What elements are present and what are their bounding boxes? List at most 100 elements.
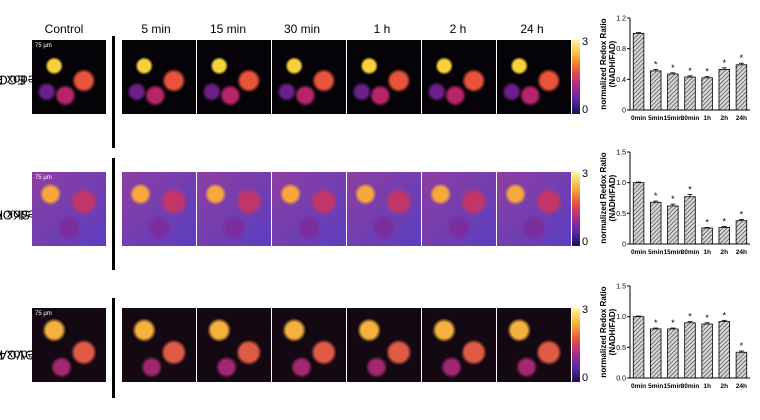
significance-marker: *	[688, 312, 692, 322]
scale-label: 75 µm	[35, 311, 52, 317]
x-tick-label: 24h	[736, 383, 747, 390]
scale-label: 75 µm	[35, 175, 52, 181]
y-axis-label: normalized Redox Ratio	[600, 18, 608, 109]
bar	[735, 64, 748, 111]
y-tick-label: 0.5	[616, 345, 626, 352]
significance-marker: *	[723, 217, 727, 227]
significance-marker: *	[740, 53, 744, 63]
row-label-ecc1: ECC1Redox Ratio	[0, 72, 44, 88]
significance-marker: *	[705, 313, 709, 323]
bar	[650, 201, 662, 245]
x-tick-label: 2h	[720, 249, 728, 256]
image-ovcar3-15min	[197, 308, 271, 382]
row-divider	[112, 36, 115, 148]
x-tick-label: 30min	[681, 115, 700, 122]
y-axis-label: normalized Redox Ratio	[600, 152, 608, 243]
significance-marker: *	[723, 310, 727, 320]
bar	[701, 323, 713, 379]
image-ovcar3-2h	[422, 308, 496, 382]
y-axis-label-unit: (NADH/FAD)	[608, 308, 617, 355]
row-divider	[112, 158, 115, 270]
x-tick-label: 15min	[663, 383, 682, 390]
bar	[701, 77, 713, 111]
x-tick-label: 24h	[736, 249, 747, 256]
bar	[650, 328, 662, 379]
significance-marker: *	[688, 184, 692, 194]
significance-marker: *	[705, 67, 709, 77]
image-ecc1-2h	[422, 40, 496, 114]
x-tick-label: 5min	[648, 249, 663, 256]
column-header-30min: 30 min	[283, 22, 321, 36]
column-header-control: Control	[44, 22, 84, 36]
bar	[718, 68, 730, 111]
x-tick-label: 30min	[681, 383, 700, 390]
column-header-1h: 1 h	[373, 22, 391, 36]
bar	[701, 227, 713, 245]
y-tick-label: 0.8	[616, 46, 626, 53]
bar-chart-ecc1: normalized Redox Ratio(NADH/FAD) 0 0.4 0.8 1…	[600, 16, 750, 122]
significance-marker: *	[671, 318, 675, 328]
x-tick-label: 5min	[648, 115, 663, 122]
colorbar	[572, 308, 580, 382]
x-tick-label: 1h	[703, 249, 711, 256]
image-ecc1-15min	[197, 40, 271, 114]
colorbar-min: 0	[582, 372, 589, 384]
image-ecc1-1h	[347, 40, 421, 114]
image-ovcar3-24h	[497, 308, 571, 382]
image-ovcar3-30min	[272, 308, 346, 382]
column-header-15min: 15 min	[209, 22, 247, 36]
y-axis-label-unit: (NADH/FAD)	[608, 40, 617, 87]
bar	[667, 205, 679, 245]
y-tick-label: 1.0	[616, 314, 626, 321]
y-tick-label: 1.5	[616, 284, 626, 291]
x-tick-label: 2h	[720, 383, 728, 390]
bar	[667, 328, 679, 379]
bar	[684, 322, 696, 379]
y-tick-label: 1.5	[616, 150, 626, 157]
row-label-skov3: SKOV3Redox Ratio	[0, 207, 44, 223]
image-skov3-control: 75 µm	[32, 172, 106, 246]
column-header-24h: 24 h	[520, 22, 544, 36]
x-tick-label: 1h	[703, 115, 711, 122]
bar	[684, 76, 696, 111]
image-ecc1-control: 75 µm	[32, 40, 106, 114]
x-tick-label: 15min	[663, 249, 682, 256]
image-skov3-1h	[347, 172, 421, 246]
significance-marker: *	[705, 217, 709, 227]
row-divider	[112, 298, 115, 398]
significance-marker: *	[654, 318, 658, 328]
image-ovcar3-control: 75 µm	[32, 308, 106, 382]
significance-marker: *	[740, 209, 744, 219]
column-header-5min: 5 min	[141, 22, 171, 36]
bar	[735, 220, 748, 245]
bar	[718, 227, 730, 245]
significance-marker: *	[671, 63, 675, 73]
significance-marker: *	[671, 194, 675, 204]
significance-marker: *	[740, 341, 744, 351]
colorbar-min: 0	[582, 104, 589, 116]
y-axis-label: normalized Redox Ratio	[600, 286, 608, 377]
bar	[650, 70, 662, 111]
bar	[632, 32, 645, 111]
image-skov3-30min	[272, 172, 346, 246]
bar-chart-skov3: normalized Redox Ratio(NADH/FAD) 0 0.5 1.0 1…	[600, 150, 750, 256]
bar	[718, 321, 730, 379]
image-skov3-5min	[122, 172, 196, 246]
colorbar-max: 3	[582, 304, 589, 316]
colorbar	[572, 40, 580, 114]
image-skov3-24h	[497, 172, 571, 246]
colorbar-min: 0	[582, 236, 589, 248]
significance-marker: *	[654, 191, 658, 201]
bar	[684, 196, 696, 245]
scale-label: 75 µm	[35, 43, 52, 49]
image-skov3-2h	[422, 172, 496, 246]
significance-marker: *	[688, 66, 692, 76]
significance-marker: *	[723, 58, 727, 68]
y-tick-label: 0.0	[616, 376, 626, 383]
y-tick-label: 1.2	[616, 16, 626, 23]
bar	[735, 351, 748, 379]
y-axis-label-unit: (NADH/FAD)	[608, 174, 617, 221]
y-tick-label: 0	[622, 108, 626, 115]
x-tick-label: 0min	[631, 249, 646, 256]
image-ecc1-24h	[497, 40, 571, 114]
